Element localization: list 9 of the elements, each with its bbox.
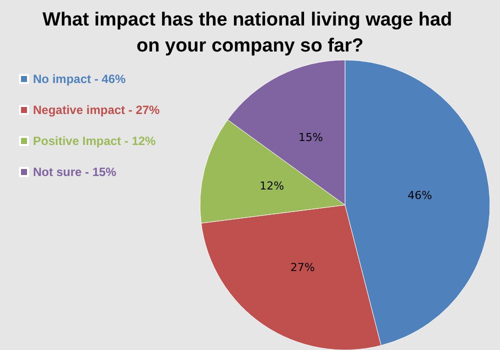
- data-label: 12%: [260, 180, 284, 193]
- legend-label: Positive Impact - 12%: [33, 134, 156, 148]
- data-label: 27%: [290, 260, 315, 274]
- data-label: 15%: [298, 131, 323, 144]
- data-label: 46%: [408, 189, 432, 202]
- legend-label: Negative impact - 27%: [33, 103, 160, 117]
- legend-label: No impact - 46%: [33, 72, 126, 86]
- chart-title: What impact has the national living wage had on your company so far?: [42, 10, 458, 56]
- legend-label: Not sure - 15%: [33, 165, 117, 179]
